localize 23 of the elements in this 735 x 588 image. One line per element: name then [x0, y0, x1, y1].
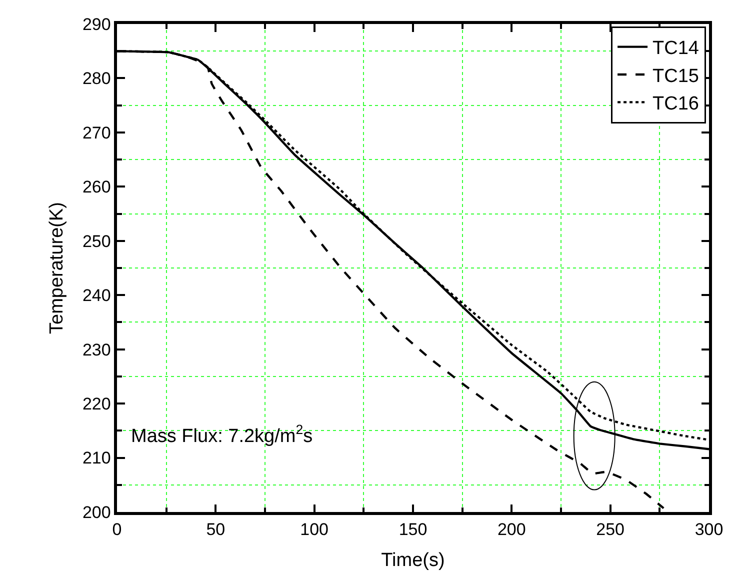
x-tick-label: 50 [206, 520, 226, 540]
x-tick-label: 0 [112, 520, 122, 540]
y-tick-label: 200 [82, 502, 111, 522]
legend-label: TC15 [652, 66, 700, 87]
y-tick-label: 240 [82, 286, 111, 306]
x-tick-label: 150 [398, 520, 428, 540]
y-tick-label: 270 [82, 123, 111, 142]
y-tick-label: 230 [82, 340, 111, 360]
legend-label: TC16 [652, 94, 700, 115]
y-tick-label: 250 [82, 232, 111, 251]
x-tick-label: 200 [497, 520, 526, 540]
y-tick-label: 210 [82, 448, 111, 468]
y-tick-label: 280 [82, 69, 111, 88]
y-tick-label: 260 [82, 178, 111, 197]
legend-label: TC14 [652, 38, 700, 60]
x-axis-title: Time(s) [381, 550, 445, 571]
x-tick-label: 300 [694, 520, 724, 540]
y-axis-title: Temperature(K) [46, 202, 68, 334]
y-tick-label: 290 [82, 14, 111, 34]
x-tick-label: 100 [300, 520, 329, 540]
annotation: Mass Flux: 7.2kg/m$^{2}$s [131, 422, 313, 447]
x-tick-label: 250 [596, 520, 625, 540]
y-tick-label: 220 [82, 394, 111, 414]
